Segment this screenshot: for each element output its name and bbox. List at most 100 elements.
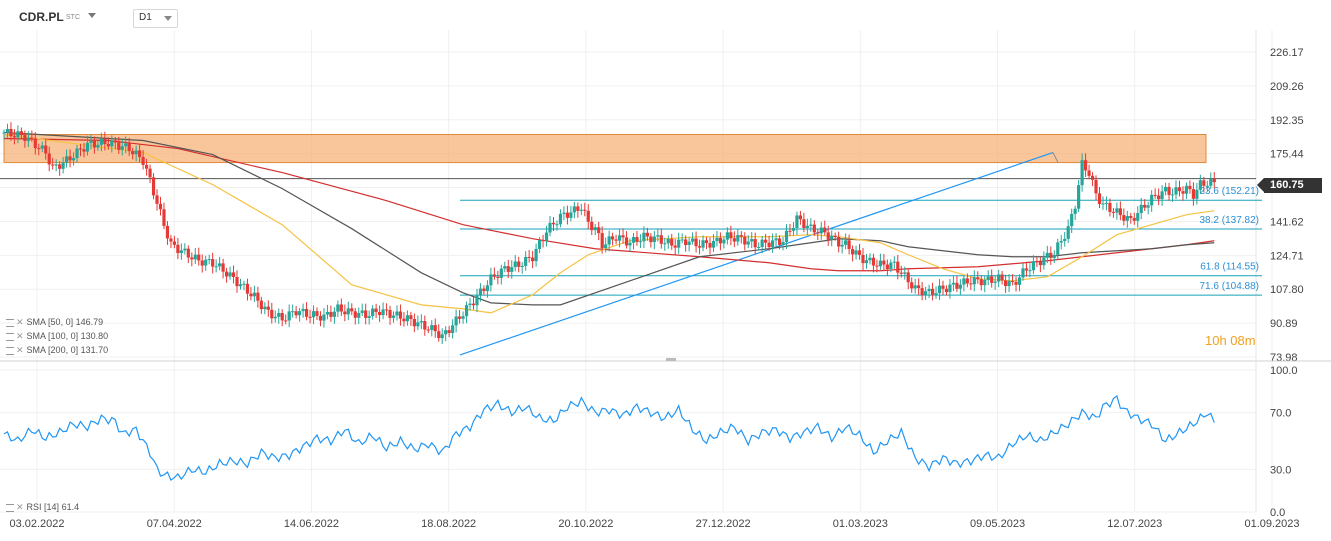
- x-tick-label: 20.10.2022: [558, 518, 613, 530]
- candle-body: [767, 242, 771, 248]
- candle-body: [990, 276, 994, 283]
- candle-body: [197, 254, 201, 261]
- candle-body: [930, 288, 935, 295]
- candle-body: [837, 237, 841, 247]
- candle-body: [298, 311, 302, 316]
- candle-body: [997, 274, 1001, 282]
- candle-body: [1170, 194, 1175, 196]
- candle-body: [1115, 208, 1119, 213]
- chevron-down-icon[interactable]: [88, 13, 96, 18]
- candle-body: [371, 308, 375, 317]
- candle-body: [722, 239, 726, 244]
- candle-body: [398, 311, 403, 319]
- candle-body: [322, 314, 326, 321]
- candle-body: [26, 137, 30, 141]
- settings-icon[interactable]: [6, 332, 14, 341]
- candle-body: [23, 135, 27, 141]
- candle-body: [489, 274, 493, 286]
- candle-body: [760, 239, 764, 247]
- candle-body: [228, 272, 232, 277]
- candle-body: [273, 316, 277, 319]
- candle-body: [364, 310, 368, 318]
- candle-body: [673, 245, 677, 248]
- close-icon[interactable]: ✕: [16, 317, 24, 327]
- candle-body: [433, 325, 437, 332]
- close-icon[interactable]: ✕: [16, 331, 24, 341]
- candle-body: [600, 233, 604, 249]
- candle-body: [1153, 194, 1157, 196]
- candle-body: [1104, 202, 1109, 204]
- candle-body: [412, 318, 416, 327]
- candle-body: [440, 334, 444, 339]
- candle-body: [176, 244, 180, 254]
- candle-body: [607, 236, 611, 245]
- fib-level-label: 71.6 (104.88): [1200, 281, 1260, 292]
- candle-body: [983, 279, 987, 286]
- candle-body: [1198, 180, 1202, 190]
- close-icon[interactable]: ✕: [16, 345, 24, 355]
- candle-body: [798, 215, 803, 220]
- candle-body: [51, 164, 55, 166]
- candle-body: [812, 224, 816, 233]
- candle-body: [739, 235, 743, 237]
- candle-body: [510, 267, 514, 272]
- close-icon[interactable]: ✕: [16, 502, 24, 512]
- candle-body: [1090, 175, 1095, 180]
- candle-body: [704, 240, 709, 244]
- candle-body: [391, 315, 396, 318]
- candle-body: [638, 241, 643, 243]
- sma50-label: SMA [50, 0] 146.79: [26, 317, 104, 327]
- candle-body: [1010, 280, 1015, 282]
- settings-icon[interactable]: [6, 318, 14, 327]
- y-tick-label: 209.26: [1270, 81, 1304, 93]
- candle-body: [499, 268, 503, 278]
- symbol-selector[interactable]: CDR.PL: [19, 10, 64, 24]
- candle-body: [732, 238, 736, 242]
- candle-body: [78, 148, 83, 150]
- candle-body: [1077, 185, 1081, 209]
- candle-body: [124, 143, 128, 147]
- settings-icon[interactable]: [6, 346, 14, 355]
- candle-body: [955, 282, 959, 289]
- pane-resize-handle[interactable]: [666, 358, 676, 361]
- candle-body: [1209, 178, 1213, 186]
- candle-body: [89, 140, 93, 143]
- candle-body: [96, 144, 100, 148]
- candle-body: [40, 145, 44, 149]
- candle-body: [454, 316, 458, 326]
- candle-body: [788, 230, 792, 232]
- candle-body: [478, 288, 483, 296]
- chevron-down-icon: [164, 16, 172, 21]
- candle-body: [423, 321, 427, 330]
- candle-body: [294, 311, 298, 316]
- candle-body: [531, 257, 535, 262]
- candle-body: [1167, 186, 1171, 195]
- candle-body: [336, 304, 340, 312]
- candle-body: [301, 308, 305, 312]
- candle-body: [569, 212, 573, 218]
- candle-body: [471, 303, 476, 306]
- candle-body: [468, 303, 472, 306]
- candle-body: [242, 283, 246, 285]
- candle-body: [1101, 203, 1105, 205]
- candle-body: [68, 156, 72, 161]
- candle-body: [850, 249, 855, 255]
- candle-body: [614, 239, 618, 241]
- candle-body: [325, 311, 330, 315]
- candle-body: [711, 240, 716, 248]
- candle-body: [1191, 189, 1195, 199]
- rsi-label: RSI [14] 61.4: [26, 502, 80, 512]
- candle-body: [1202, 180, 1206, 186]
- candle-body: [1087, 170, 1091, 176]
- candle-body: [165, 225, 170, 239]
- candle-body: [774, 238, 778, 241]
- candle-body: [583, 209, 587, 211]
- candle-body: [1143, 204, 1147, 208]
- settings-icon[interactable]: [6, 503, 14, 512]
- x-tick-label: 12.07.2023: [1107, 518, 1162, 530]
- candle-body: [103, 138, 107, 144]
- candle-body: [645, 232, 649, 237]
- candle-body: [1045, 252, 1049, 258]
- timeframe-selector[interactable]: D1: [133, 9, 178, 28]
